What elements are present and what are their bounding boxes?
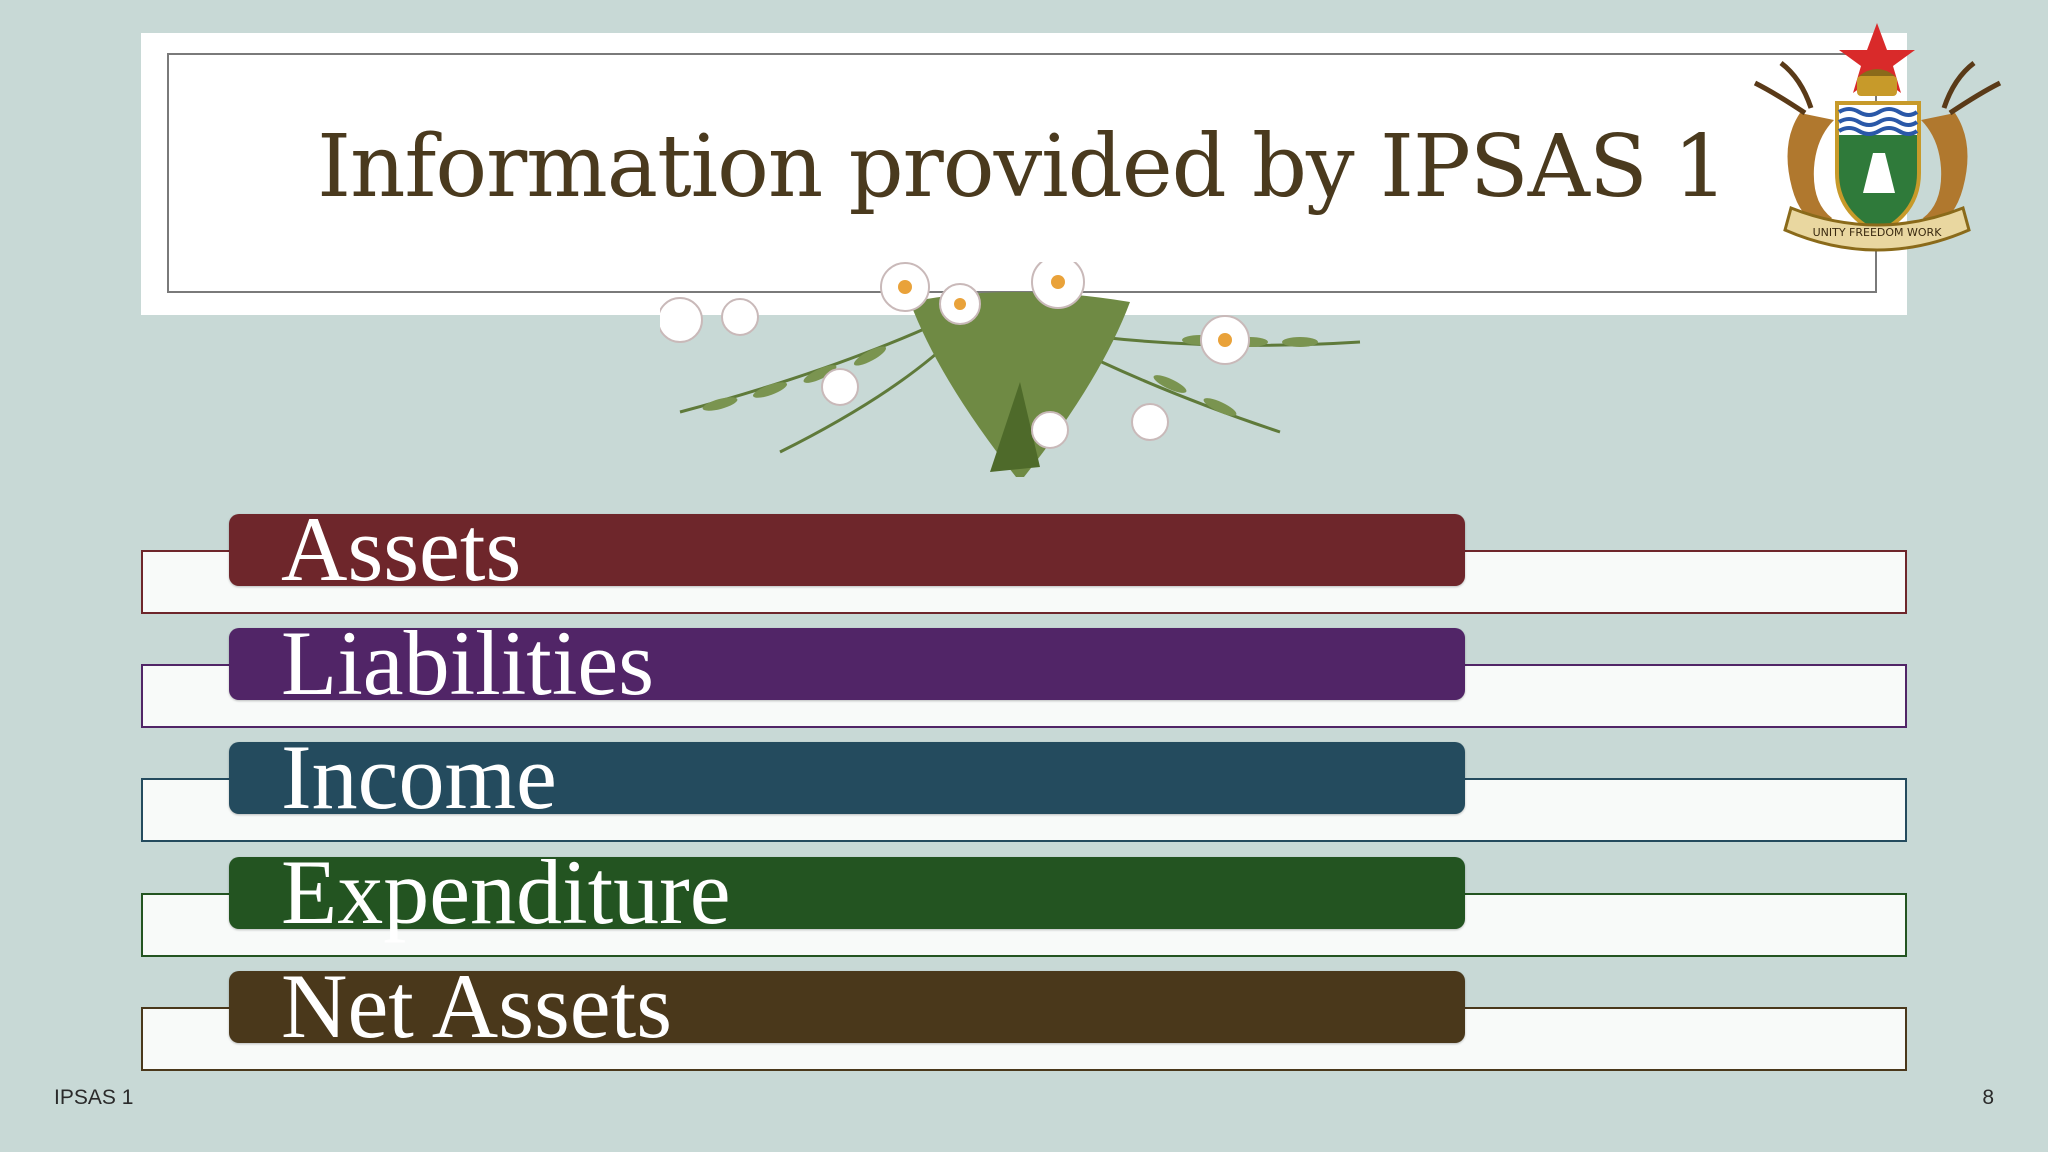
- item-pill: [229, 628, 1465, 700]
- item-liabilities: Liabilities: [141, 617, 1907, 742]
- fern-and-flowers-ornament-icon: [660, 262, 1361, 477]
- item-net-assets: Net Assets: [141, 960, 1907, 1085]
- item-label: Expenditure: [281, 841, 731, 943]
- item-assets: Assets: [141, 503, 1907, 628]
- zimbabwe-coat-of-arms-icon: UNITY FREEDOM WORK: [1753, 23, 2002, 252]
- item-label: Liabilities: [281, 612, 655, 714]
- svg-text:UNITY FREEDOM WORK: UNITY FREEDOM WORK: [1813, 226, 1943, 239]
- page-number: 8: [1982, 1086, 1994, 1109]
- item-income: Income: [141, 731, 1907, 856]
- item-label: Assets: [281, 498, 522, 600]
- item-expenditure: Expenditure: [141, 846, 1907, 971]
- slide-title: Information provided by IPSAS 1: [317, 117, 1728, 217]
- item-pill: [229, 971, 1465, 1043]
- title-panel: Information provided by IPSAS 1: [141, 33, 1907, 315]
- item-pill: [229, 742, 1465, 814]
- footer-text: IPSAS 1: [54, 1086, 134, 1109]
- item-pill: [229, 857, 1465, 929]
- item-label: Net Assets: [281, 955, 672, 1057]
- title-frame: Information provided by IPSAS 1: [167, 53, 1877, 293]
- item-pill: [229, 514, 1465, 586]
- item-label: Income: [281, 726, 557, 828]
